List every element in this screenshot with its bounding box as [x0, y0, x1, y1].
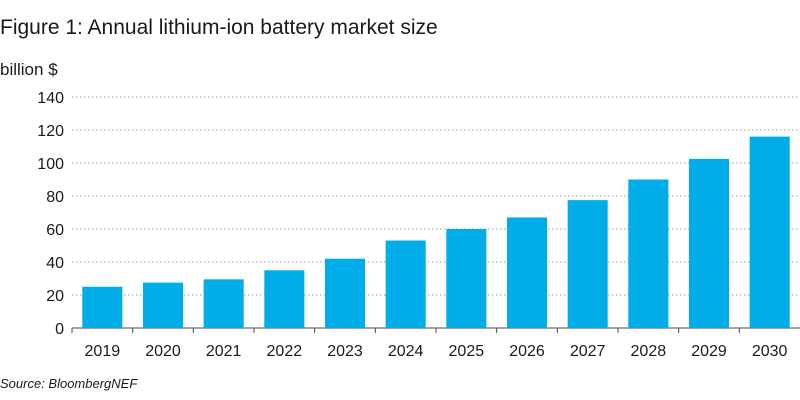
bar-2028 — [628, 179, 669, 328]
gridlines — [71, 96, 800, 333]
x-tick-label: 2025 — [449, 343, 485, 360]
x-tick-label: 2029 — [691, 343, 727, 360]
x-tick-label: 2028 — [631, 343, 667, 360]
bars — [82, 136, 790, 328]
x-tick-label: 2019 — [85, 343, 121, 360]
y-tick-label: 100 — [37, 156, 64, 173]
bar-2030 — [749, 136, 790, 328]
chart-title: Figure 1: Annual lithium-ion battery mar… — [0, 16, 438, 39]
x-tick-label: 2024 — [388, 343, 424, 360]
x-tick-label: 2022 — [267, 343, 303, 360]
x-tick-label: 2030 — [752, 343, 788, 360]
y-axis-label: billion $ — [0, 60, 58, 79]
bar-2026 — [506, 217, 548, 328]
x-tick-label: 2021 — [206, 343, 242, 360]
x-tick-label: 2026 — [509, 343, 545, 360]
bar-2024 — [385, 240, 426, 328]
x-tick-label: 2027 — [570, 343, 606, 360]
x-tick-label: 2023 — [327, 343, 363, 360]
y-tick-label: 40 — [46, 255, 64, 272]
bar-2021 — [203, 279, 244, 328]
bar-2029 — [688, 158, 730, 328]
x-tick-labels: 2019 2020 2021 2022 2023 2024 2025 2026 2027 2028… — [85, 343, 788, 360]
bar-2020 — [142, 282, 184, 328]
y-tick-label: 60 — [46, 222, 64, 239]
y-tick-label: 80 — [46, 189, 64, 206]
x-tick-label: 2020 — [145, 343, 181, 360]
bar-2025 — [446, 229, 487, 328]
source-note: Source: BloombergNEF — [0, 376, 138, 391]
y-tick-labels: 0 20 40 60 80 100 120 140 — [37, 90, 64, 338]
y-tick-label: 20 — [46, 288, 64, 305]
y-tick-label: 140 — [37, 90, 64, 107]
bar-2023 — [324, 258, 366, 328]
bar-2027 — [567, 200, 608, 328]
y-tick-label: 0 — [55, 321, 64, 338]
bar-2022 — [264, 270, 305, 328]
bar-2019 — [82, 286, 123, 328]
y-tick-label: 120 — [37, 123, 64, 140]
